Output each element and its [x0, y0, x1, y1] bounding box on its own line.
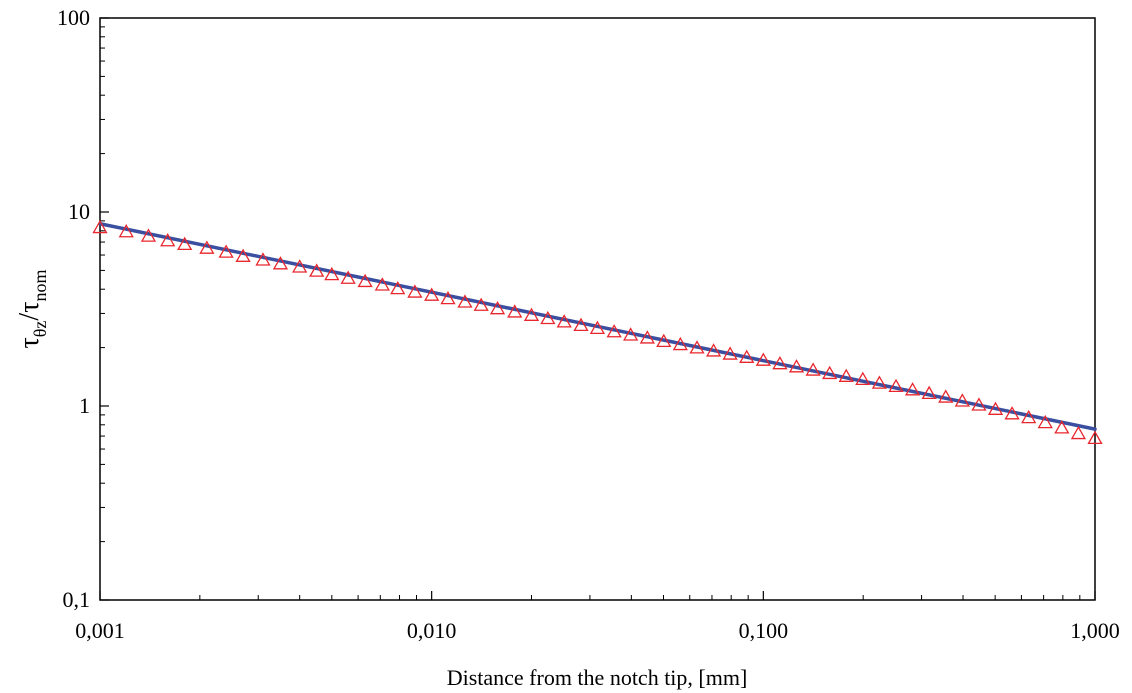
- data-point-triangle: [755, 352, 771, 366]
- data-point-triangle: [255, 252, 271, 266]
- x-tick-label: 0,100: [739, 618, 789, 643]
- data-point-triangle: [457, 294, 473, 308]
- y-label-tau-1: τ: [14, 337, 45, 348]
- data-point-triangle: [705, 343, 722, 357]
- data-point-triangle: [1021, 409, 1037, 424]
- data-point-triangle: [340, 270, 356, 284]
- data-point-triangle: [140, 228, 157, 242]
- data-point-triangle: [672, 336, 688, 351]
- y-tick-label: 100: [57, 5, 90, 30]
- y-tick-label: 0,1: [63, 587, 91, 612]
- data-point-triangle: [473, 297, 489, 311]
- data-point-triangle: [309, 263, 325, 277]
- data-point-triangle: [971, 397, 987, 411]
- data-point-triangle: [904, 382, 921, 396]
- data-point-triangle: [1054, 420, 1070, 434]
- data-point-triangle: [292, 259, 308, 273]
- data-point-triangle: [507, 304, 523, 318]
- data-point-triangle: [739, 349, 755, 363]
- y-tick-label: 10: [68, 199, 90, 224]
- data-point-triangle: [523, 307, 540, 321]
- data-point-triangle: [407, 284, 423, 298]
- data-point-triangle: [822, 365, 838, 380]
- data-point-triangle: [540, 310, 556, 325]
- x-axis-ticks: 0,001 0,010 0,100 1,000: [75, 591, 1120, 643]
- data-point-triangle: [324, 266, 340, 281]
- data-point-triangle: [177, 236, 193, 251]
- x-tick-label: 0,010: [407, 618, 457, 643]
- y-label-slash: /: [14, 313, 45, 321]
- data-point-triangle: [218, 244, 234, 258]
- data-point-triangle: [1087, 430, 1103, 445]
- y-label-sub-nom: nom: [30, 270, 50, 302]
- data-point-triangle: [639, 330, 655, 344]
- data-point-triangle: [573, 317, 589, 332]
- data-point-triangle: [623, 327, 639, 341]
- y-axis-label: τθz/τnom: [14, 270, 50, 349]
- data-point-triangle: [160, 233, 176, 247]
- y-label-sub-theta-z: θz: [30, 321, 50, 338]
- y-label-tau-2: τ: [14, 302, 45, 313]
- data-point-triangle: [199, 240, 215, 254]
- data-point-triangle: [589, 320, 606, 334]
- data-point-triangle: [871, 375, 888, 389]
- data-point-triangle: [92, 219, 108, 234]
- data-point-triangle: [689, 340, 705, 354]
- plot-frame: [99, 17, 1096, 601]
- fit-line: [98, 221, 1097, 431]
- y-tick-label: 1: [79, 393, 90, 418]
- data-point-triangle: [606, 324, 622, 338]
- data-point-triangle: [888, 378, 904, 393]
- data-point-triangle: [1037, 414, 1053, 429]
- data-point-triangle: [954, 393, 970, 407]
- data-point-triangle: [987, 401, 1004, 415]
- data-point-triangle: [722, 346, 738, 360]
- x-tick-label: 0,001: [75, 618, 125, 643]
- data-point-triangle: [440, 290, 456, 305]
- data-point-triangle: [235, 248, 251, 262]
- data-point-triangle: [118, 224, 134, 238]
- y-axis-ticks: 0,1 1 10 100: [57, 5, 109, 612]
- data-point-triangle: [556, 314, 572, 328]
- data-point-triangle: [838, 368, 854, 382]
- data-point-triangle: [772, 355, 788, 370]
- data-point-triangle: [424, 287, 440, 301]
- fit-line-series: [98, 221, 1097, 431]
- data-point-triangle: [357, 273, 373, 288]
- data-point-triangle: [788, 359, 805, 373]
- data-point-triangle: [272, 256, 289, 270]
- data-point-triangle: [805, 362, 821, 376]
- x-axis-label: Distance from the notch tip, [mm]: [447, 665, 748, 690]
- data-point-triangle: [374, 277, 390, 291]
- data-point-triangle: [855, 371, 871, 386]
- data-point-triangle: [489, 300, 506, 315]
- data-point-triangle: [656, 333, 672, 348]
- data-point-triangle: [938, 389, 954, 403]
- data-point-triangle: [390, 280, 406, 295]
- data-point-triangle: [1070, 425, 1087, 440]
- x-tick-label: 1,000: [1070, 618, 1120, 643]
- data-point-triangle: [1004, 406, 1020, 420]
- data-point-triangle: [921, 385, 937, 400]
- marker-series: [92, 219, 1103, 445]
